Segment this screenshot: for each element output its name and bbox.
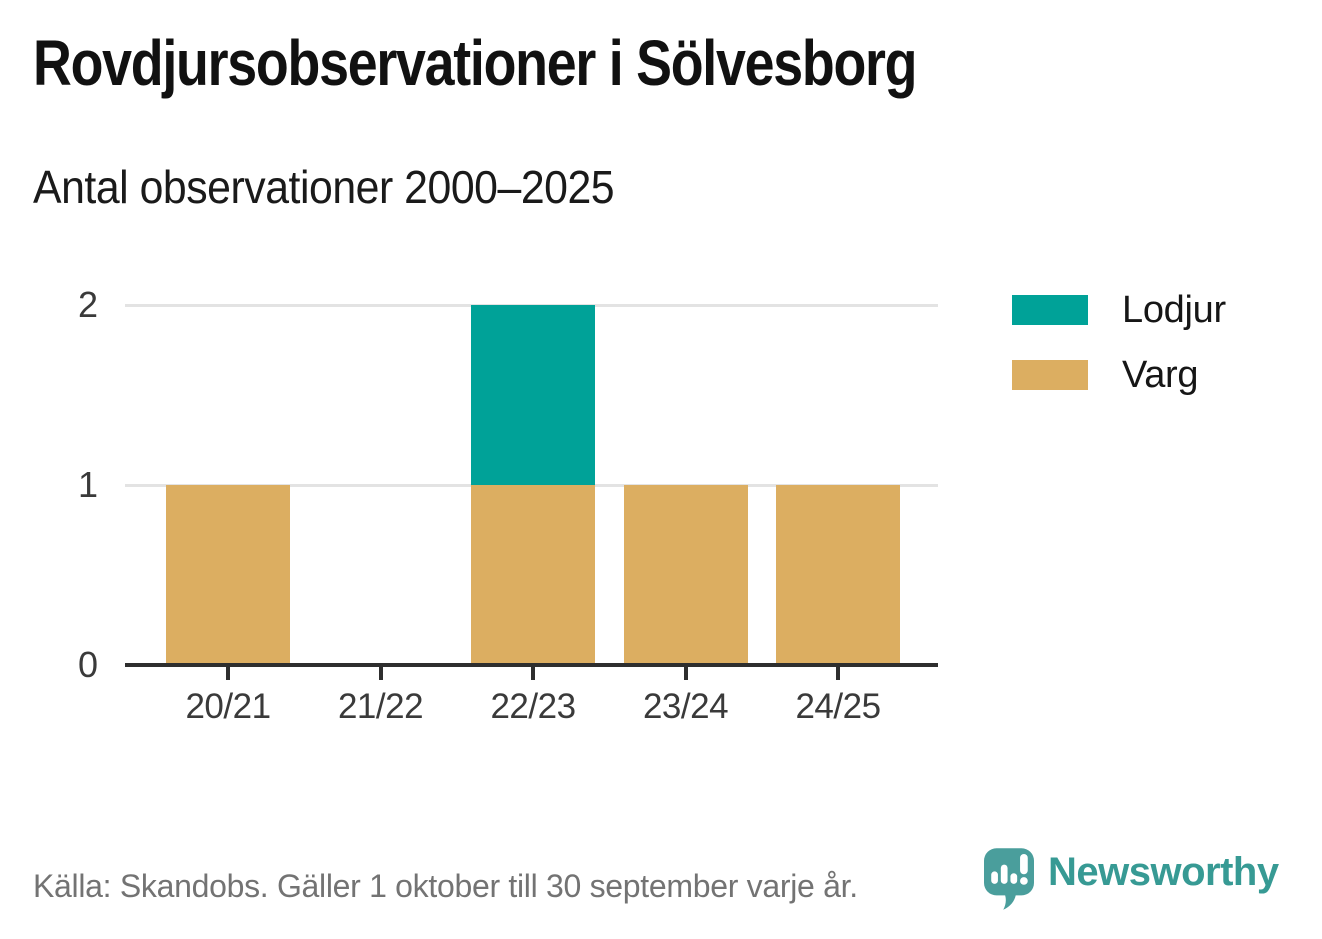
bar-24/25-varg [776,485,900,665]
x-axis-line [125,663,938,667]
legend-label-varg: Varg [1122,354,1199,396]
x-label-23/24: 23/24 [642,687,729,726]
newsworthy-wordmark: Newsworthy [1048,850,1279,894]
newsworthy-pin-barchart-icon [984,848,1034,910]
plot-area: 20/21 21/22 22/23 23/24 24/25 [125,303,938,726]
chart-subtitle: Antal observationer 2000–2025 [33,161,615,213]
legend-swatch-lodjur [1012,295,1088,325]
newsworthy-brand: Newsworthy [984,848,1279,912]
legend-item-lodjur: Lodjur [1012,291,1226,329]
bar-20/21-varg [166,485,290,665]
y-label-0: 0 [77,644,98,685]
x-label-24/25: 24/25 [795,687,881,726]
y-label-2: 2 [77,284,98,325]
bar-23/24-varg [623,485,748,665]
legend-label-lodjur: Lodjur [1122,289,1226,331]
legend: Lodjur Varg [1012,291,1226,421]
bar-22/23-lodjur [471,305,595,485]
x-tick-22/23 [531,667,535,680]
source-note: Källa: Skandobs. Gäller 1 oktober till 3… [33,868,858,904]
bar-22/23-varg [471,485,595,665]
x-label-22/23: 22/23 [490,687,576,726]
x-tick-23/24 [683,667,688,680]
x-tick-24/25 [836,667,840,680]
chart-title: Rovdjursobservationer i Sölvesborg [33,27,918,99]
x-label-21/22: 21/22 [337,687,424,726]
legend-item-varg: Varg [1012,356,1226,394]
legend-swatch-varg [1012,360,1088,390]
x-tick-20/21 [226,667,230,680]
x-tick-21/22 [378,667,383,680]
y-label-1: 1 [77,464,98,505]
x-label-20/21: 20/21 [185,687,271,726]
